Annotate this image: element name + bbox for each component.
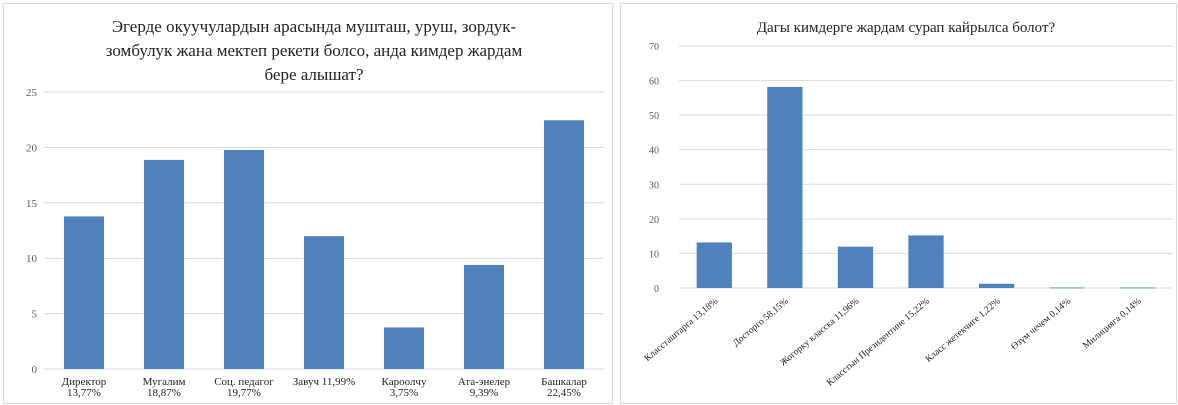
chart2-bar: [1120, 287, 1156, 289]
chart2-category-label: Жогорку класска 11,96%: [779, 297, 862, 369]
chart1-title-line: бере алышат?: [264, 65, 363, 84]
chart1-y-tick-label: 0: [32, 364, 38, 376]
chart1-category-label: 22,45%: [547, 387, 581, 399]
chart2-y-tick-label: 30: [649, 180, 659, 191]
chart2-category-label: Милицияга 0,14%: [1081, 297, 1143, 352]
chart1-title-line: Эгерде окуучулардын арасында мушташ, уру…: [112, 17, 517, 36]
chart2-bar: [696, 242, 732, 288]
chart1-category-label: Мугалим: [143, 376, 186, 388]
chart1-category-label: 19,77%: [227, 387, 261, 399]
chart1-title-line: зомбулук жана мектеп рекети болсо, анда …: [106, 41, 523, 60]
chart-left-svg: Эгерде окуучулардын арасында мушташ, уру…: [26, 17, 604, 399]
chart2-y-tick-label: 20: [649, 215, 659, 226]
chart2-y-tick-label: 40: [649, 146, 659, 157]
chart2-y-tick-label: 10: [649, 249, 659, 260]
chart1-y-tick-label: 20: [26, 142, 38, 154]
chart1-category-label: 3,75%: [390, 387, 418, 399]
chart1-bar: [544, 120, 584, 369]
chart1-y-tick-label: 5: [32, 309, 38, 321]
chart-left: Эгерде окуучулардын арасында мушташ, уру…: [3, 3, 613, 404]
chart2-category-label: Класс жетекчиге 1,22%: [924, 297, 1003, 365]
chart2-bar: [837, 246, 874, 288]
chart2-title-line: Дагы кимдерге жардам сурап кайрылса боло…: [757, 20, 1056, 36]
chart1-bar: [64, 216, 104, 369]
chart1-category-label: Ата-энелер: [458, 376, 511, 388]
chart1-category-label: Башкалар: [541, 376, 587, 388]
chart1-category-label: 9,39%: [470, 387, 498, 399]
chart2-y-tick-label: 70: [649, 42, 659, 53]
chart1-category-label: 13,77%: [67, 387, 101, 399]
chart1-y-tick-label: 25: [26, 87, 38, 99]
chart1-category-label: Кароолчу: [382, 376, 427, 388]
chart1-category-label: Завуч 11,99%: [293, 376, 356, 388]
chart1-bar: [384, 327, 424, 369]
chart2-bar: [1049, 287, 1085, 289]
chart1-y-tick-label: 10: [26, 253, 38, 265]
chart2-bar: [908, 235, 944, 288]
chart1-bar: [224, 149, 264, 369]
chart1-bar: [304, 236, 344, 369]
chart1-category-label: Соц. педагог: [214, 376, 274, 388]
chart-right-svg: Дагы кимдерге жардам сурап кайрылса боло…: [643, 20, 1173, 388]
chart2-bar: [978, 283, 1015, 288]
chart2-category-label: Өзүм чечем 0,14%: [1010, 297, 1074, 353]
chart2-category-label: Досторго 58,15%: [731, 297, 791, 349]
chart2-y-tick-label: 50: [649, 111, 659, 122]
chart1-bar: [144, 159, 184, 369]
chart1-y-tick-label: 15: [26, 198, 38, 210]
chart2-y-tick-label: 0: [654, 284, 659, 295]
chart2-category-label: Классташтарга 13,18%: [643, 297, 720, 364]
chart-right: Дагы кимдерге жардам сурап кайрылса боло…: [620, 3, 1177, 404]
chart2-y-tick-label: 60: [649, 77, 659, 88]
chart1-category-label: 18,87%: [147, 387, 181, 399]
chart1-category-label: Директор: [62, 376, 107, 388]
chart1-bar: [464, 264, 504, 369]
chart2-bar: [767, 86, 803, 289]
